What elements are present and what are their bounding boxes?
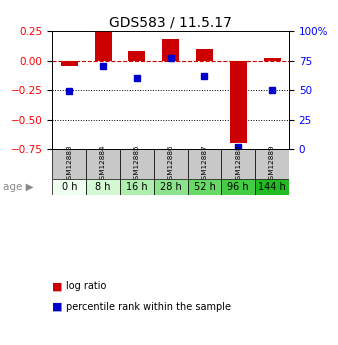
Bar xyxy=(188,149,221,179)
Text: 28 h: 28 h xyxy=(160,182,182,192)
Text: ■: ■ xyxy=(52,302,63,312)
Text: 96 h: 96 h xyxy=(227,182,249,192)
Text: percentile rank within the sample: percentile rank within the sample xyxy=(66,302,231,312)
Text: 144 h: 144 h xyxy=(258,182,286,192)
Bar xyxy=(221,149,255,179)
Title: GDS583 / 11.5.17: GDS583 / 11.5.17 xyxy=(109,16,232,30)
Bar xyxy=(128,51,145,61)
Bar xyxy=(255,179,289,195)
Bar xyxy=(221,179,255,195)
Text: GSM12887: GSM12887 xyxy=(201,144,208,184)
Bar xyxy=(162,39,179,61)
Text: ■: ■ xyxy=(52,282,63,291)
Bar xyxy=(120,179,154,195)
Bar xyxy=(230,61,247,143)
Bar xyxy=(188,179,221,195)
Text: GSM12885: GSM12885 xyxy=(134,144,140,184)
Text: GSM12884: GSM12884 xyxy=(100,144,106,184)
Text: 52 h: 52 h xyxy=(194,182,215,192)
Bar xyxy=(255,149,289,179)
Text: age ▶: age ▶ xyxy=(3,182,34,192)
Text: GSM12883: GSM12883 xyxy=(66,144,72,184)
Bar xyxy=(196,49,213,61)
Bar xyxy=(154,149,188,179)
Bar xyxy=(95,30,112,61)
Text: log ratio: log ratio xyxy=(66,282,106,291)
Bar xyxy=(86,149,120,179)
Text: 8 h: 8 h xyxy=(95,182,111,192)
Text: 0 h: 0 h xyxy=(62,182,77,192)
Bar xyxy=(154,179,188,195)
Text: 16 h: 16 h xyxy=(126,182,148,192)
Bar xyxy=(264,58,281,61)
Text: GSM12889: GSM12889 xyxy=(269,144,275,184)
Bar xyxy=(86,179,120,195)
Text: GSM12886: GSM12886 xyxy=(168,144,174,184)
Bar xyxy=(120,149,154,179)
Bar xyxy=(52,149,86,179)
Bar xyxy=(52,179,86,195)
Bar xyxy=(61,61,78,67)
Text: GSM12888: GSM12888 xyxy=(235,144,241,184)
